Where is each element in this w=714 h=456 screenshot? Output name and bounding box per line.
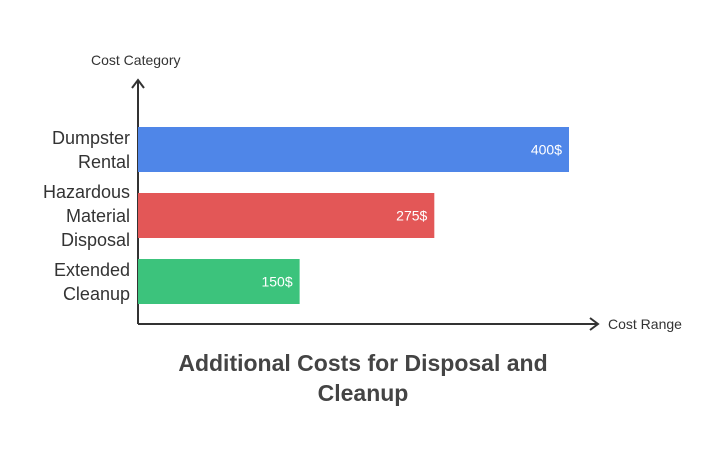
chart-title: Additional Costs for Disposal and Cleanu… <box>178 350 548 406</box>
bar <box>138 259 300 304</box>
x-axis-arrow <box>589 317 600 331</box>
value-label: 400$ <box>531 142 562 158</box>
category-label: Hazardous Material Disposal <box>42 181 130 250</box>
bar <box>138 127 569 172</box>
category-label: Dumpster Rental <box>51 127 130 172</box>
value-label: 150$ <box>261 274 292 290</box>
y-axis-label: Cost Category <box>91 52 181 68</box>
y-axis-arrow <box>131 78 145 89</box>
category-label: Extended Cleanup <box>53 259 130 304</box>
value-label: 275$ <box>396 208 427 224</box>
x-axis-label: Cost Range <box>608 316 682 332</box>
bar <box>138 193 435 238</box>
